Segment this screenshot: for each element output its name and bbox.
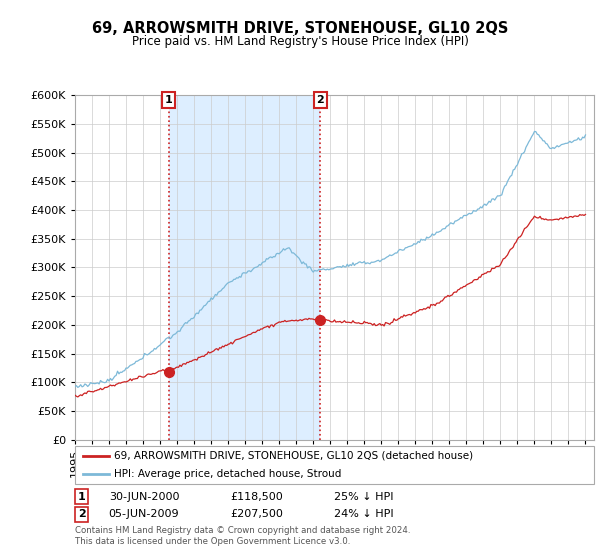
Text: 1: 1 (165, 95, 172, 105)
Text: 2: 2 (317, 95, 324, 105)
Text: 25% ↓ HPI: 25% ↓ HPI (335, 492, 394, 502)
Text: £207,500: £207,500 (230, 509, 284, 519)
Text: 1: 1 (78, 492, 86, 502)
Text: 2: 2 (78, 509, 86, 519)
Text: 30-JUN-2000: 30-JUN-2000 (109, 492, 179, 502)
Text: 05-JUN-2009: 05-JUN-2009 (109, 509, 179, 519)
Text: 69, ARROWSMITH DRIVE, STONEHOUSE, GL10 2QS (detached house): 69, ARROWSMITH DRIVE, STONEHOUSE, GL10 2… (114, 451, 473, 461)
Text: 69, ARROWSMITH DRIVE, STONEHOUSE, GL10 2QS: 69, ARROWSMITH DRIVE, STONEHOUSE, GL10 2… (92, 21, 508, 36)
FancyBboxPatch shape (75, 446, 594, 484)
Text: Contains HM Land Registry data © Crown copyright and database right 2024.
This d: Contains HM Land Registry data © Crown c… (75, 526, 410, 546)
Text: HPI: Average price, detached house, Stroud: HPI: Average price, detached house, Stro… (114, 469, 341, 479)
Text: 24% ↓ HPI: 24% ↓ HPI (335, 509, 394, 519)
Text: Price paid vs. HM Land Registry's House Price Index (HPI): Price paid vs. HM Land Registry's House … (131, 35, 469, 48)
Bar (169, 95, 320, 440)
Text: £118,500: £118,500 (230, 492, 283, 502)
